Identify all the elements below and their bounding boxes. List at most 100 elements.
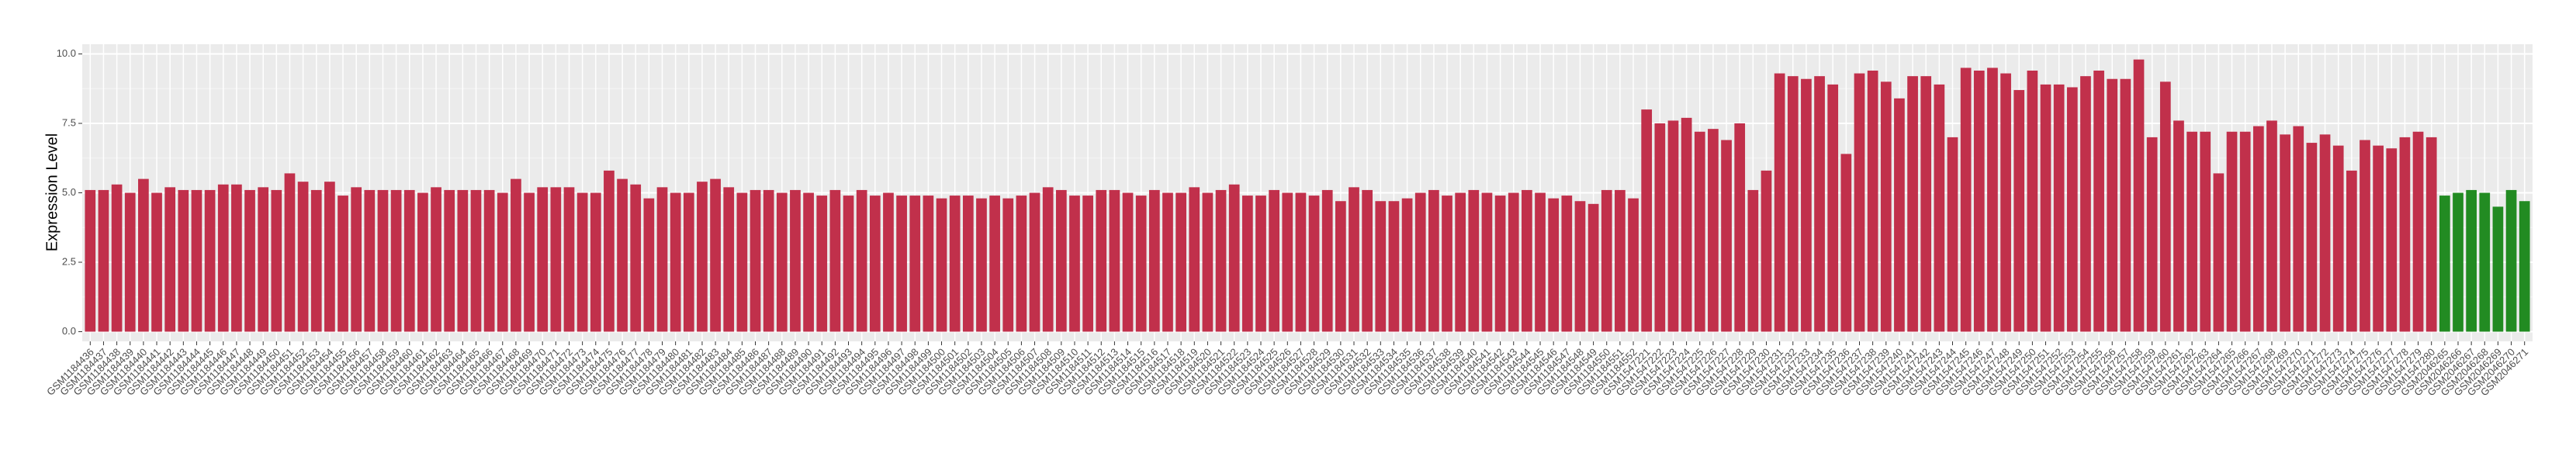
bar <box>377 189 389 332</box>
bar <box>1096 189 1107 332</box>
bar <box>1042 187 1054 332</box>
bar <box>324 182 335 332</box>
bar <box>1920 76 1932 332</box>
bar <box>364 189 376 332</box>
bar <box>723 187 735 332</box>
bar <box>1522 189 1532 332</box>
bar <box>2040 84 2051 332</box>
bar <box>1494 196 1506 332</box>
bar <box>949 196 961 332</box>
bar <box>111 184 123 332</box>
bars <box>85 59 2530 332</box>
bar <box>1349 187 1359 332</box>
bar <box>1987 68 1998 332</box>
bar <box>1615 189 1626 332</box>
bar <box>2453 192 2463 332</box>
y-axis-label: Expression Level <box>43 133 61 251</box>
bar <box>231 184 242 332</box>
bar <box>271 189 282 332</box>
bar <box>2466 189 2477 332</box>
bar <box>1335 201 1346 332</box>
bar <box>85 189 96 332</box>
bar <box>2266 120 2277 332</box>
bar <box>284 173 296 332</box>
bar <box>444 189 455 332</box>
bar <box>1401 198 1413 332</box>
bar <box>630 184 642 332</box>
bar <box>2425 137 2437 332</box>
bar <box>511 178 521 332</box>
bar <box>1854 73 1865 332</box>
bar <box>390 189 402 332</box>
bar <box>1601 189 1612 332</box>
bar <box>923 196 934 332</box>
bar <box>2066 87 2078 332</box>
bar <box>656 187 668 332</box>
bar <box>1827 84 1839 332</box>
bar <box>1787 76 1799 332</box>
bar <box>2239 131 2251 332</box>
bar <box>2386 148 2398 332</box>
bar <box>1535 192 1546 332</box>
bar <box>883 192 894 332</box>
bar <box>1082 196 1093 332</box>
bar <box>1907 76 1918 332</box>
bar <box>1761 170 1772 332</box>
bar <box>776 192 788 332</box>
bar <box>1721 140 1732 332</box>
bar <box>1002 198 1014 332</box>
bar <box>563 187 575 332</box>
bar <box>1148 189 1160 332</box>
bar <box>457 189 469 332</box>
bar <box>2319 134 2331 332</box>
bar <box>1548 198 1560 332</box>
bar <box>524 192 535 332</box>
bar <box>1973 71 1985 332</box>
bar <box>2133 59 2145 332</box>
bar <box>297 182 309 332</box>
bar <box>1934 84 1945 332</box>
bar <box>1282 192 1293 332</box>
bar <box>936 198 947 332</box>
bar <box>869 196 881 332</box>
bar <box>1587 203 1599 332</box>
bar <box>258 187 269 332</box>
bar <box>2306 143 2318 332</box>
bar <box>2053 84 2065 332</box>
bar <box>1162 192 1173 332</box>
bar <box>537 187 549 332</box>
bar <box>138 178 149 332</box>
bar <box>1295 192 1307 332</box>
bar <box>856 189 867 332</box>
bar <box>1468 189 1480 332</box>
bar <box>1122 192 1134 332</box>
bar <box>2226 131 2238 332</box>
bar <box>470 189 482 332</box>
y-tick-label: 0.0 <box>62 325 76 337</box>
bar <box>483 189 495 332</box>
bar <box>1708 129 1719 332</box>
bar <box>1321 189 1333 332</box>
bar <box>2439 196 2450 332</box>
bar <box>2332 145 2344 332</box>
bar <box>750 189 761 332</box>
bar <box>790 189 801 332</box>
bar <box>2000 73 2011 332</box>
bar <box>1508 192 1519 332</box>
bar <box>1960 68 1972 332</box>
bar <box>1308 196 1320 332</box>
y-tick-label: 7.5 <box>62 116 76 128</box>
bar <box>2146 137 2158 332</box>
bar <box>2412 131 2424 332</box>
y-tick-label: 5.0 <box>62 186 76 198</box>
bar <box>989 196 1000 332</box>
bar <box>2200 131 2211 332</box>
bar <box>2346 170 2357 332</box>
bar <box>2093 71 2104 332</box>
bar <box>1880 81 1892 332</box>
bar <box>1774 73 1785 332</box>
bar <box>1814 76 1825 332</box>
bar <box>1561 196 1573 332</box>
bar <box>1388 201 1400 332</box>
